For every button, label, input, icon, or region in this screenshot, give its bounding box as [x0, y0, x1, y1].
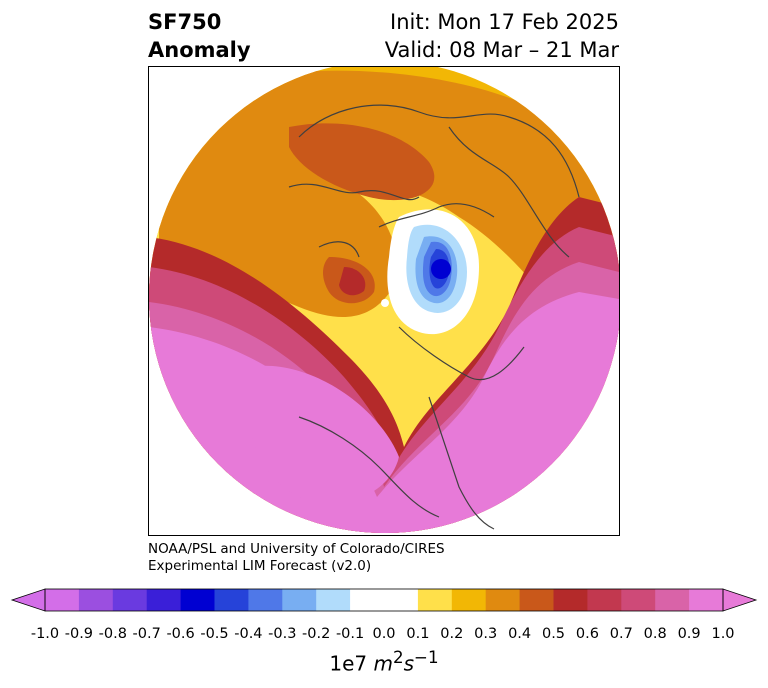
init-date: Init: Mon 17 Feb 2025 [390, 10, 619, 34]
colorbar-under-arrow [10, 588, 46, 612]
field-red-asia [339, 267, 366, 296]
colorbar-tick-label: 0.0 [372, 626, 396, 642]
credit-text: NOAA/PSL and University of Colorado/CIRE… [148, 541, 445, 575]
field-north-america-positive [246, 365, 399, 503]
colorbar-segment [655, 589, 690, 611]
colorbar-segment [350, 589, 385, 611]
colorbar-tick-label: -0.8 [98, 626, 127, 642]
title-variable: SF750 [148, 10, 222, 34]
colorbar-segment [45, 589, 80, 611]
valid-range: Valid: 08 Mar – 21 Mar [384, 38, 619, 62]
colorbar-tick-label: 1.0 [711, 626, 735, 642]
colorbar-segment [519, 589, 554, 611]
colorbar-segment [146, 589, 182, 611]
colorbar-tick-label: 0.6 [575, 626, 599, 642]
map-panel [148, 66, 620, 536]
colorbar-segment [78, 589, 114, 611]
colorbar-tick-label: -0.2 [302, 626, 331, 642]
colorbar-tick-label: 0.2 [440, 626, 464, 642]
colorbar-tick-label: 0.9 [677, 626, 701, 642]
colorbar-segment [214, 589, 249, 611]
colorbar-segments [45, 589, 724, 611]
field-neg-06 [431, 259, 451, 279]
colorbar-label: 1e7 m2s−1 [329, 648, 439, 676]
field-brown-north [289, 123, 435, 201]
colorbar-outline [44, 588, 724, 612]
colorbar-tick-label: -1.0 [30, 626, 60, 642]
colorbar-tick-label: 0.8 [643, 626, 667, 642]
plot-title: SF750 Anomaly [148, 8, 251, 64]
colorbar-segment [316, 589, 351, 611]
colorbar-segment [451, 589, 487, 611]
colorbar-segment [112, 589, 148, 611]
anomaly-field [149, 67, 619, 533]
colorbar-tick-label: 0.5 [541, 626, 566, 642]
colorbar-segment [621, 589, 656, 611]
colorbar-tick-label: -0.7 [132, 626, 161, 642]
colorbar-segment [417, 589, 453, 611]
colorbar-tick-label: -0.6 [166, 626, 195, 642]
field-orange-north [167, 70, 612, 387]
coastlines [288, 104, 580, 530]
colorbar-over-arrow [722, 588, 758, 612]
colorbar-tick-label: -0.1 [335, 626, 365, 642]
colorbar-segment [553, 589, 588, 611]
colorbar-tick-label: -0.9 [64, 626, 94, 642]
colorbar-tick-label: 0.7 [609, 626, 633, 642]
pole-marker [381, 299, 389, 307]
credit-line2: Experimental LIM Forecast (v2.0) [148, 558, 372, 574]
credit-line1: NOAA/PSL and University of Colorado/CIRE… [148, 541, 445, 557]
plot-dates: Init: Mon 17 Feb 2025 Valid: 08 Mar – 21… [385, 8, 619, 64]
colorbar-segment [180, 589, 215, 611]
polar-map [149, 67, 619, 533]
colorbar-tick-label: -0.5 [200, 626, 229, 642]
colorbar-segment [689, 589, 724, 611]
colorbar-tick-label: -0.4 [234, 626, 263, 642]
colorbar-tick-label: 0.3 [474, 626, 498, 642]
colorbar-segment [384, 589, 419, 611]
colorbar-tick-label: -0.3 [268, 626, 297, 642]
colorbar [10, 588, 758, 612]
colorbar-segment [282, 589, 317, 611]
colorbar-tick-label: 0.1 [406, 626, 430, 642]
field-positive-max [149, 292, 619, 533]
colorbar-segment [485, 589, 521, 611]
colorbar-tick-label: 0.4 [508, 626, 532, 642]
colorbar-segment [248, 589, 283, 611]
colorbar-segment [587, 589, 622, 611]
title-type: Anomaly [148, 38, 251, 62]
